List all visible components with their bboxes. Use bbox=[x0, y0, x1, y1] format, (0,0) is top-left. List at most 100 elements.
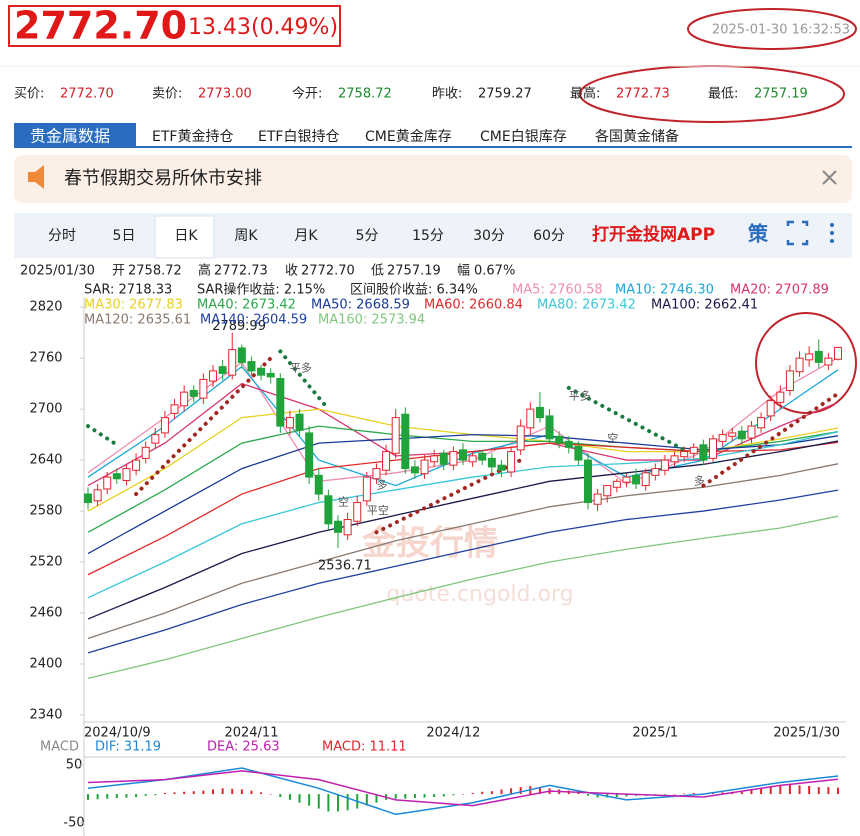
candle-body bbox=[459, 449, 467, 461]
app-icon[interactable]: 策 bbox=[748, 222, 769, 246]
signal-label: 空 bbox=[338, 495, 349, 509]
macd-bar bbox=[212, 789, 214, 795]
macd-bar bbox=[346, 794, 349, 811]
macd-bar bbox=[769, 787, 772, 795]
x-tick-label: 2024/12 bbox=[426, 726, 480, 741]
period-tab[interactable]: 60分 bbox=[533, 228, 565, 244]
quote-label: 最高: bbox=[570, 86, 600, 102]
macd-bar bbox=[135, 794, 138, 797]
legend-entry: MA160: 2573.94 bbox=[318, 313, 425, 328]
quote-label: 昨收: bbox=[432, 87, 462, 102]
macd-line bbox=[87, 770, 839, 807]
period-tab[interactable]: 分时 bbox=[48, 228, 76, 244]
app-link[interactable]: 打开金投网APP bbox=[592, 224, 715, 245]
macd-bar bbox=[298, 794, 301, 803]
close-icon[interactable] bbox=[822, 170, 837, 185]
candle-body bbox=[247, 361, 256, 372]
tab[interactable]: CME白银库存 bbox=[480, 129, 567, 145]
macd-bar bbox=[308, 794, 311, 806]
candle-body bbox=[574, 445, 583, 461]
fullscreen-icon[interactable] bbox=[786, 220, 809, 246]
macd-bar bbox=[250, 790, 253, 795]
ohlc-info: 2758.72 bbox=[128, 264, 182, 279]
macd-bar bbox=[413, 794, 416, 799]
quote-label: 卖价: bbox=[152, 87, 182, 102]
candle-body bbox=[228, 349, 237, 376]
period-tab[interactable]: 日K bbox=[174, 228, 198, 244]
tab[interactable]: CME黄金库存 bbox=[365, 128, 452, 145]
macd-bar bbox=[279, 794, 282, 797]
candle-body bbox=[430, 455, 439, 463]
y-tick-label: 2700 bbox=[29, 402, 62, 417]
y-tick-label: 2640 bbox=[29, 453, 62, 468]
tab[interactable]: 贵金属数据 bbox=[30, 127, 110, 146]
legend-entry: MA100: 2662.41 bbox=[651, 298, 758, 313]
candle-body bbox=[353, 502, 362, 522]
ohlc-info: 2025/01/30 bbox=[20, 264, 95, 279]
sar-stat: SAR操作收益: 2.15% bbox=[197, 282, 325, 298]
extreme-label: 2789.99 bbox=[212, 319, 266, 334]
period-tab[interactable]: 30分 bbox=[473, 228, 505, 244]
candle-body bbox=[420, 459, 429, 475]
macd-title: MACD bbox=[40, 740, 79, 755]
timestamp: 2025-01-30 16:32:53 bbox=[712, 23, 850, 38]
macd-bar bbox=[798, 785, 801, 795]
period-tab[interactable]: 月K bbox=[294, 228, 318, 244]
candle-body bbox=[612, 480, 621, 488]
macd-bar bbox=[183, 791, 186, 795]
candle-body bbox=[343, 519, 352, 536]
more-icon[interactable] bbox=[830, 223, 834, 243]
macd-bar bbox=[192, 791, 195, 795]
tab[interactable]: ETF白银持仓 bbox=[258, 129, 339, 145]
tab[interactable]: 各国黄金储备 bbox=[595, 128, 679, 145]
macd-bar bbox=[500, 789, 503, 795]
macd-bar bbox=[538, 787, 541, 795]
macd-bar bbox=[260, 792, 263, 795]
macd-line bbox=[87, 767, 839, 816]
tab[interactable]: ETF黄金持仓 bbox=[152, 128, 233, 145]
macd-bar bbox=[615, 794, 618, 797]
period-tab[interactable]: 5分 bbox=[356, 228, 379, 244]
candle-body bbox=[237, 347, 246, 363]
candle-body bbox=[160, 417, 169, 434]
signal-label: 多 bbox=[694, 473, 705, 487]
macd-bar bbox=[673, 794, 676, 795]
macd-bar bbox=[712, 792, 714, 795]
highlight-oval bbox=[755, 312, 857, 414]
candle-body bbox=[180, 391, 189, 407]
macd-bar bbox=[837, 787, 839, 795]
candle-body bbox=[257, 367, 266, 376]
candle-body bbox=[112, 473, 121, 480]
ohlc-info: 收 bbox=[285, 264, 298, 279]
notice-text[interactable]: 春节假期交易所休市安排 bbox=[64, 168, 262, 189]
macd-bar bbox=[269, 794, 272, 795]
tab-active[interactable] bbox=[14, 123, 136, 148]
period-tab[interactable]: 5日 bbox=[113, 228, 136, 244]
extreme-label: 2536.71 bbox=[318, 558, 372, 573]
candle-body bbox=[391, 417, 400, 454]
y-tick-label: 2400 bbox=[29, 656, 62, 671]
candle-body bbox=[545, 415, 554, 440]
quote-value: 2759.27 bbox=[478, 87, 532, 102]
macd-bar bbox=[587, 794, 589, 796]
macd-bar bbox=[240, 789, 243, 795]
ohlc-info: 2772.73 bbox=[214, 264, 268, 279]
macd-bar bbox=[144, 794, 147, 796]
candle-body bbox=[285, 417, 294, 429]
candle-body bbox=[689, 446, 698, 454]
quote-label: 今开: bbox=[292, 86, 322, 102]
candle-body bbox=[814, 350, 823, 363]
sar-stat: SAR: 2718.33 bbox=[84, 283, 172, 298]
macd-bar bbox=[663, 794, 666, 795]
x-tick-label: 2024/11 bbox=[224, 726, 278, 741]
candle-body bbox=[189, 389, 198, 397]
macd-bar bbox=[106, 794, 109, 799]
candle-body bbox=[170, 404, 179, 414]
period-tab[interactable]: 周K bbox=[234, 228, 258, 244]
period-tab[interactable]: 15分 bbox=[412, 228, 444, 244]
macd-bar bbox=[827, 787, 830, 795]
candle-body bbox=[535, 406, 544, 419]
macd-bar bbox=[750, 789, 753, 795]
legend-entry: MA10: 2746.30 bbox=[615, 283, 714, 298]
